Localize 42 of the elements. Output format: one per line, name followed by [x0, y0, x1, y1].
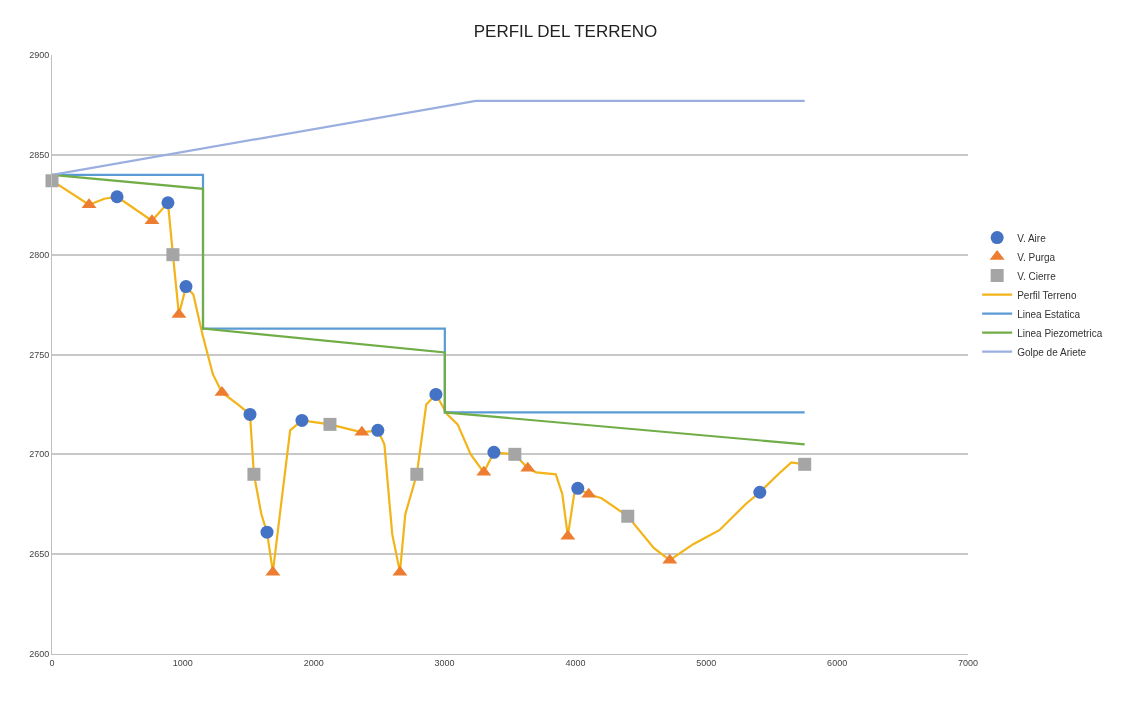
- point: [166, 248, 180, 262]
- point: [45, 174, 59, 188]
- y-tick-label: 2600: [29, 649, 50, 660]
- y-tick-label: 2750: [29, 349, 50, 360]
- x-tick-label: 3000: [434, 657, 455, 668]
- point: [753, 485, 767, 499]
- point: [621, 509, 635, 523]
- y-tick-label: 2900: [29, 50, 50, 61]
- point: [508, 447, 522, 461]
- x-tick-label: 4000: [565, 657, 586, 668]
- point: [161, 196, 175, 210]
- legend-label: Perfil Terreno: [1017, 289, 1077, 301]
- point: [798, 457, 812, 471]
- legend-label: Linea Piezometrica: [1017, 327, 1103, 339]
- legend-label: V. Cierre: [1017, 270, 1057, 282]
- point: [429, 387, 443, 401]
- chart-title: PERFIL DEL TERRENO: [473, 21, 658, 41]
- y-tick-label: 2650: [29, 549, 50, 560]
- point: [243, 407, 257, 421]
- x-tick-label: 1000: [172, 657, 193, 668]
- y-tick-label: 2800: [29, 249, 50, 260]
- point: [260, 525, 274, 539]
- y-tick-label: 2700: [29, 449, 50, 460]
- legend-label: V. Purga: [1017, 251, 1056, 263]
- point: [179, 280, 193, 294]
- point: [323, 417, 337, 431]
- point: [247, 467, 261, 481]
- legend-label: Linea Estatica: [1017, 308, 1081, 320]
- x-tick-label: 5000: [696, 657, 717, 668]
- x-tick-label: 7000: [957, 657, 979, 668]
- point: [110, 190, 124, 204]
- point: [371, 423, 385, 437]
- point: [295, 413, 309, 427]
- legend-label: Golpe de Ariete: [1017, 346, 1087, 358]
- x-tick-label: 6000: [827, 657, 848, 668]
- point: [410, 467, 424, 481]
- y-tick-label: 2850: [29, 149, 50, 160]
- x-tick-label: 2000: [303, 657, 324, 668]
- legend-label: V. Aire: [1017, 232, 1047, 244]
- point: [571, 481, 585, 495]
- point: [487, 445, 501, 459]
- x-tick-label: 0: [49, 657, 55, 668]
